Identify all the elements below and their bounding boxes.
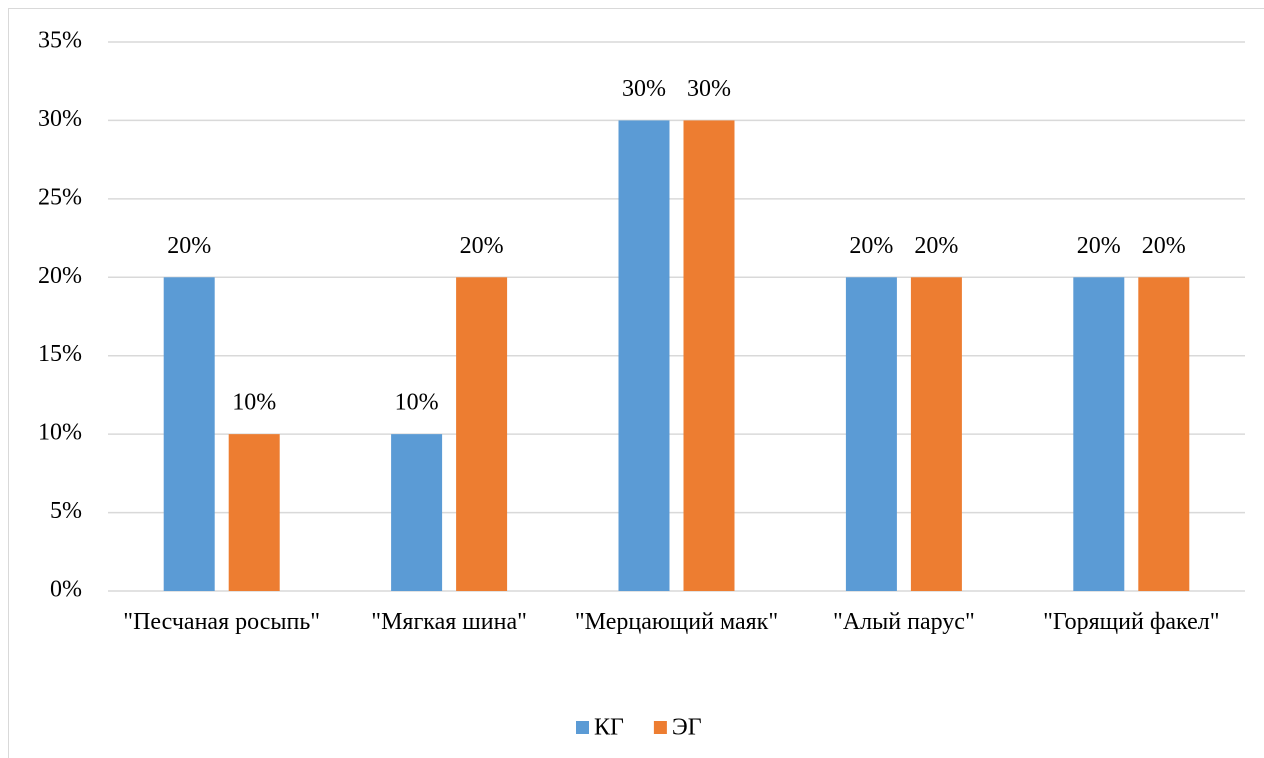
bar <box>228 434 280 591</box>
data-label: 10% <box>395 390 439 416</box>
data-label: 20% <box>849 233 893 259</box>
data-label: 20% <box>914 233 958 259</box>
bar <box>683 120 735 591</box>
data-label: 20% <box>167 233 211 259</box>
chart-border <box>8 8 1264 758</box>
bar <box>1138 277 1190 591</box>
legend-label: ЭГ <box>672 715 702 741</box>
legend-swatch <box>576 721 589 734</box>
data-label: 20% <box>460 233 504 259</box>
x-tick-label: "Песчаная росыпь" <box>123 609 321 635</box>
x-tick-label: "Алый парус" <box>833 609 975 635</box>
data-label: 30% <box>687 76 731 102</box>
data-label: 10% <box>232 390 276 416</box>
bar <box>845 277 897 591</box>
bar <box>456 277 508 591</box>
y-tick-label: 30% <box>38 106 82 132</box>
data-label: 20% <box>1142 233 1186 259</box>
bar <box>391 434 443 591</box>
y-tick-label: 35% <box>38 28 82 54</box>
legend-label: КГ <box>594 715 624 741</box>
legend-swatch <box>653 721 667 734</box>
x-tick-label: "Горящий факел" <box>1043 609 1220 635</box>
bar <box>1073 277 1125 591</box>
x-tick-label: "Мягкая шина" <box>371 609 527 635</box>
y-tick-label: 20% <box>38 263 82 289</box>
bar <box>618 120 670 591</box>
data-label: 30% <box>622 76 666 102</box>
data-label: 20% <box>1077 233 1121 259</box>
x-tick-label: "Мерцающий маяк" <box>574 609 779 635</box>
y-tick-label: 10% <box>38 420 82 446</box>
bar <box>163 277 215 591</box>
y-tick-label: 5% <box>50 498 82 524</box>
bar <box>910 277 962 591</box>
y-tick-label: 25% <box>38 184 82 210</box>
y-tick-label: 0% <box>50 577 82 603</box>
y-tick-label: 15% <box>38 341 82 367</box>
